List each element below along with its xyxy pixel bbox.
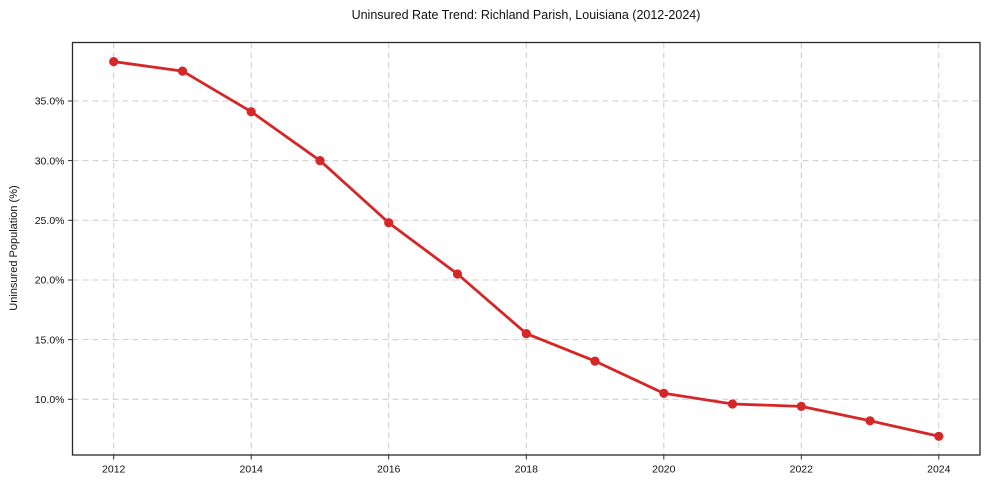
- data-point-2020: [659, 388, 669, 398]
- data-point-2018: [521, 329, 531, 339]
- x-tick-label: 2014: [240, 464, 264, 476]
- data-point-2015: [315, 156, 325, 166]
- data-point-2017: [452, 269, 463, 279]
- x-tick-label: 2024: [927, 464, 951, 476]
- y-tick-label: 20.0%: [35, 275, 65, 287]
- y-tick-label: 35.0%: [35, 96, 65, 108]
- x-tick-label: 2012: [102, 464, 126, 476]
- data-point-2024: [934, 431, 944, 441]
- data-point-2019: [590, 356, 600, 366]
- y-tick-label: 25.0%: [35, 215, 65, 227]
- data-point-2022: [796, 401, 806, 411]
- x-tick-label: 2020: [652, 464, 676, 476]
- x-tick-label: 2022: [790, 464, 814, 476]
- data-point-2016: [384, 218, 394, 228]
- chart-title: Uninsured Rate Trend: Richland Parish, L…: [351, 8, 701, 22]
- y-tick-label: 10.0%: [35, 394, 65, 406]
- y-tick-label: 15.0%: [35, 334, 65, 346]
- data-point-2013: [177, 66, 188, 76]
- x-tick-label: 2018: [515, 464, 539, 476]
- y-tick-label: 30.0%: [35, 155, 65, 167]
- data-point-2021: [727, 399, 738, 409]
- data-point-2023: [865, 416, 875, 426]
- x-tick-label: 2016: [377, 464, 401, 476]
- data-point-2014: [246, 107, 256, 117]
- plot-frame: [71, 41, 981, 456]
- data-point-2012: [109, 57, 119, 67]
